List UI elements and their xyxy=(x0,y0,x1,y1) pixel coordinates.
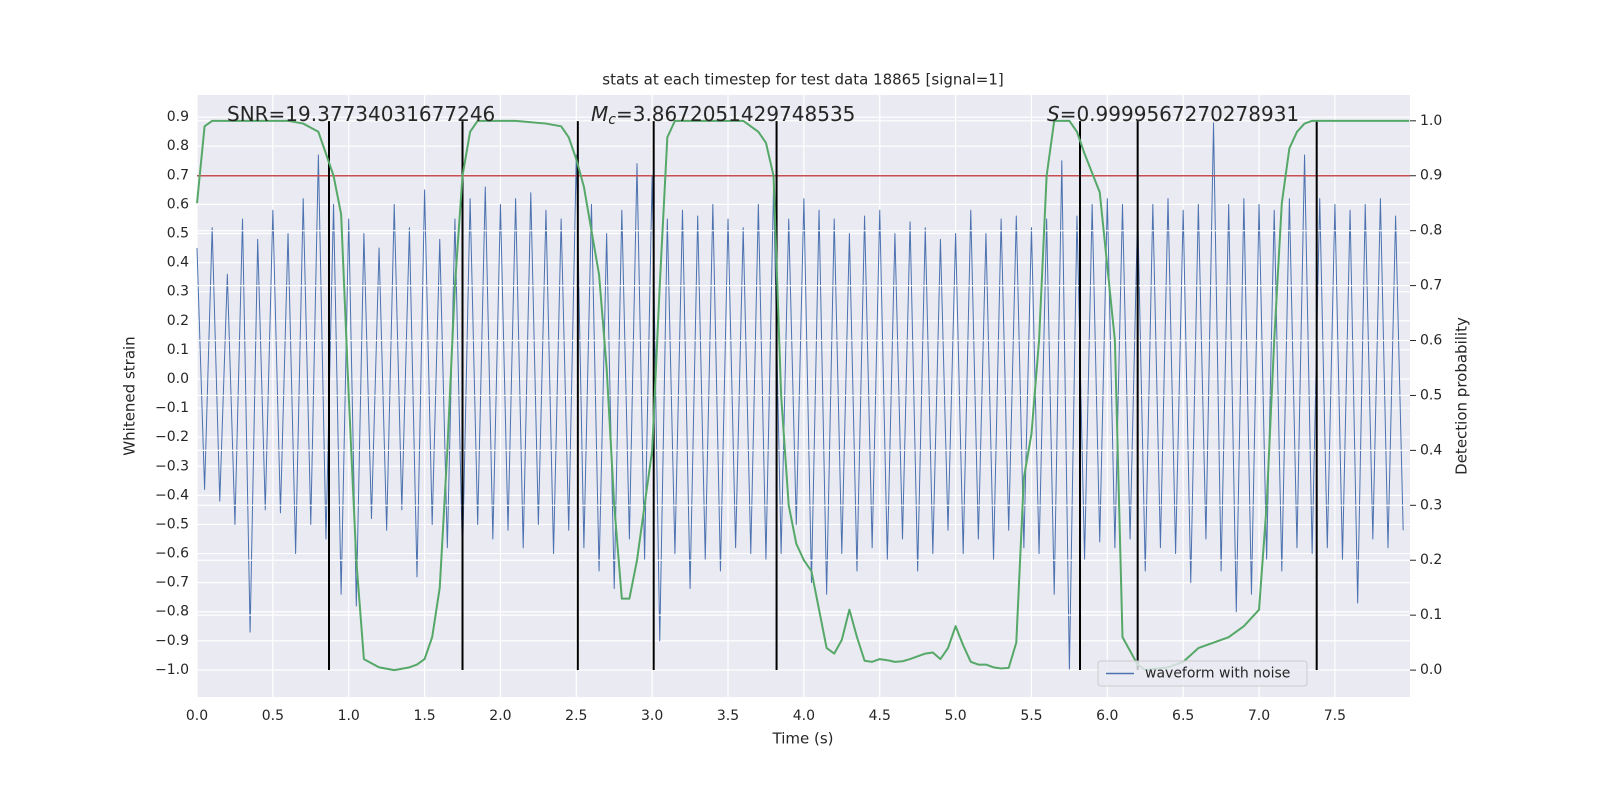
annotation-symbol: S xyxy=(1047,102,1060,126)
annotation-text: =3.8672051429748535 xyxy=(616,102,855,126)
x-tick-label: 6.0 xyxy=(1096,708,1118,724)
x-tick-label: 7.5 xyxy=(1324,708,1346,724)
y-tick-label: −0.7 xyxy=(155,575,189,591)
x-tick-label: 5.0 xyxy=(944,708,966,724)
legend-box xyxy=(1097,660,1308,687)
y-tick-label: −0.2 xyxy=(155,429,189,445)
x-tick-label: 2.5 xyxy=(565,708,587,724)
x-tick-label: 0.5 xyxy=(262,708,284,724)
y-tick-label: 0.0 xyxy=(167,371,189,387)
y-tick-label: 0.9 xyxy=(167,109,189,125)
annotation: SNR=19.37734031677246 xyxy=(227,102,495,126)
x-tick-label: 4.0 xyxy=(793,708,815,724)
y2-axis-label: Detection probability xyxy=(1453,317,1471,475)
chart-title: stats at each timestep for test data 188… xyxy=(602,71,1003,89)
annotation-text: SNR=19.37734031677246 xyxy=(227,102,495,126)
y-tick-label: −0.9 xyxy=(155,633,189,649)
y2-tick-label: 0.7 xyxy=(1420,278,1442,294)
y-tick-label: −0.4 xyxy=(155,487,189,503)
y2-tick-label: 0.0 xyxy=(1420,662,1442,678)
y-tick-label: 0.2 xyxy=(167,313,189,329)
x-axis-label: Time (s) xyxy=(772,730,834,748)
y-tick-label: 0.5 xyxy=(167,225,189,241)
y2-tick-label: 0.1 xyxy=(1420,607,1442,623)
x-tick-label: 3.0 xyxy=(641,708,663,724)
y-tick-label: 0.6 xyxy=(167,196,189,212)
y2-tick-label: 0.2 xyxy=(1420,552,1442,568)
y-tick-label: −0.5 xyxy=(155,516,189,532)
annotation: S=0.9999567270278931 xyxy=(1047,102,1299,126)
y2-tick-label: 0.8 xyxy=(1420,223,1442,239)
annotation-symbol: M xyxy=(591,102,608,126)
x-tick-label: 1.5 xyxy=(413,708,435,724)
y-tick-label: 0.3 xyxy=(167,284,189,300)
y-tick-label: −1.0 xyxy=(155,662,189,678)
x-tick-label: 7.0 xyxy=(1248,708,1270,724)
legend-label: waveform with noise xyxy=(1145,666,1290,682)
y2-tick-label: 1.0 xyxy=(1420,113,1442,129)
y-tick-label: −0.1 xyxy=(155,400,189,416)
x-tick-label: 3.5 xyxy=(717,708,739,724)
y2-tick-label: 0.4 xyxy=(1420,442,1442,458)
y-tick-label: 0.7 xyxy=(167,167,189,183)
x-tick-label: 5.5 xyxy=(1020,708,1042,724)
x-tick-label: 1.0 xyxy=(338,708,360,724)
y2-tick-label: 0.6 xyxy=(1420,333,1442,349)
waveform-line xyxy=(196,122,1404,671)
y2-tick-label: 0.5 xyxy=(1420,387,1442,403)
annotation: Mc=3.8672051429748535 xyxy=(591,102,855,129)
x-tick-label: 0.0 xyxy=(186,708,208,724)
x-tick-label: 4.5 xyxy=(869,708,891,724)
annotation-text: =0.9999567270278931 xyxy=(1060,102,1299,126)
y2-tick-label: 0.9 xyxy=(1420,168,1442,184)
x-tick-label: 2.0 xyxy=(489,708,511,724)
annotation-subscript: c xyxy=(608,112,616,128)
y-tick-label: 0.1 xyxy=(167,342,189,358)
y-tick-label: 0.8 xyxy=(167,138,189,154)
y-axis-label: Whitened strain xyxy=(121,336,139,455)
x-tick-label: 6.5 xyxy=(1172,708,1194,724)
y-tick-label: 0.4 xyxy=(167,255,189,271)
y-tick-label: −0.6 xyxy=(155,546,189,562)
y-tick-label: −0.3 xyxy=(155,458,189,474)
y-tick-label: −0.8 xyxy=(155,604,189,620)
y2-tick-label: 0.3 xyxy=(1420,497,1442,513)
